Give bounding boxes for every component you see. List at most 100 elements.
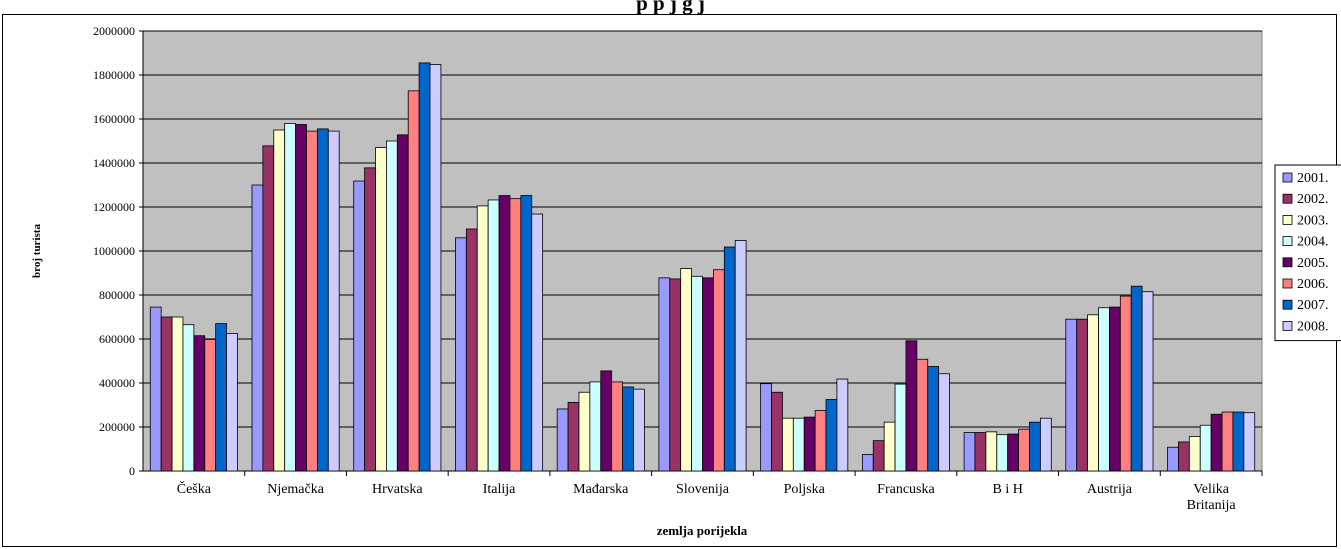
x-tick-label: Hrvatska xyxy=(372,482,423,497)
bar xyxy=(938,373,950,472)
x-tick-label: Poljska xyxy=(784,482,826,497)
bar xyxy=(1098,307,1110,472)
y-tick-label: 800000 xyxy=(99,288,135,302)
y-tick-label: 1600000 xyxy=(93,112,135,126)
bar xyxy=(160,316,173,472)
legend-label: 2007. xyxy=(1297,298,1329,313)
bar xyxy=(375,147,387,472)
bar xyxy=(782,417,794,472)
bar xyxy=(814,410,827,472)
bar xyxy=(327,130,340,472)
bar xyxy=(658,277,671,472)
legend-label: 2003. xyxy=(1297,213,1329,228)
x-tick-label-line: Slovenija xyxy=(676,482,730,497)
bar xyxy=(306,130,318,472)
bar xyxy=(1119,295,1132,472)
x-axis-label: zemlja porijekla xyxy=(657,523,748,538)
chart-title: p p j g j xyxy=(636,0,705,15)
bar xyxy=(803,416,816,472)
bar xyxy=(1018,428,1030,472)
x-tick-label-line: Britanija xyxy=(1187,498,1237,513)
bar xyxy=(985,431,998,472)
bar xyxy=(487,199,500,472)
bar xyxy=(316,128,329,472)
legend-swatch xyxy=(1282,278,1293,289)
bar xyxy=(531,213,544,472)
bar xyxy=(1109,306,1121,472)
bar xyxy=(792,417,805,472)
bar xyxy=(1065,318,1078,472)
bar xyxy=(1188,436,1201,472)
legend-swatch xyxy=(1282,257,1293,268)
legend-swatch xyxy=(1282,320,1293,331)
bar xyxy=(1232,411,1245,472)
bar xyxy=(622,386,634,472)
bar xyxy=(633,388,645,472)
bar xyxy=(1167,446,1179,472)
bar xyxy=(520,195,533,472)
bar xyxy=(589,381,602,472)
bar xyxy=(771,391,783,472)
x-tick-label-line: B i H xyxy=(993,482,1023,497)
bar xyxy=(193,335,206,472)
bar xyxy=(364,167,376,472)
legend-label: 2008. xyxy=(1297,319,1329,334)
legend-label: 2002. xyxy=(1297,192,1329,207)
bar xyxy=(262,145,275,472)
bar xyxy=(386,140,398,472)
bar xyxy=(498,195,511,472)
bar xyxy=(556,408,569,472)
bar xyxy=(927,366,940,472)
x-tick-label: Slovenija xyxy=(676,482,730,497)
legend-swatch xyxy=(1282,193,1293,204)
bar xyxy=(883,421,896,472)
y-axis-label: broj turista xyxy=(31,224,43,278)
bar xyxy=(1007,433,1019,472)
y-tick-label: 0 xyxy=(129,464,135,478)
bar xyxy=(836,378,849,472)
x-tick-label-line: Njemačka xyxy=(267,482,325,497)
x-tick-label-line: Austrija xyxy=(1087,482,1133,497)
bar xyxy=(226,333,238,472)
legend-swatch xyxy=(1282,172,1293,183)
bar xyxy=(149,306,162,472)
bar xyxy=(963,432,976,472)
y-tick-label: 400000 xyxy=(99,376,135,390)
x-tick-label: Njemačka xyxy=(267,482,325,497)
x-tick-label-line: Italija xyxy=(483,482,516,497)
bar xyxy=(916,358,929,472)
bar xyxy=(1029,421,1041,472)
x-tick-label: Češka xyxy=(177,480,212,497)
bar xyxy=(702,277,714,472)
x-tick-label-line: Hrvatska xyxy=(372,482,423,497)
bar xyxy=(1199,424,1212,472)
bar xyxy=(465,228,478,472)
bar xyxy=(204,339,217,472)
bar xyxy=(1130,285,1143,472)
bar xyxy=(974,432,987,472)
bar xyxy=(1087,314,1099,472)
bar xyxy=(669,278,682,472)
x-tick-label-line: Francuska xyxy=(877,482,935,497)
x-tick-label: B i H xyxy=(993,482,1023,497)
bar xyxy=(905,340,918,472)
bar xyxy=(611,381,623,472)
bar xyxy=(182,324,195,472)
bar xyxy=(760,383,772,472)
bar xyxy=(418,62,431,472)
x-tick-label: Francuska xyxy=(877,482,935,497)
legend-swatch xyxy=(1282,214,1293,225)
bar xyxy=(1221,411,1234,472)
x-tick-label-line: Velika xyxy=(1193,482,1230,497)
bar xyxy=(509,198,522,472)
legend-label: 2004. xyxy=(1297,235,1329,250)
bar xyxy=(861,454,874,472)
bar xyxy=(407,90,420,472)
bar xyxy=(1039,417,1052,472)
bar xyxy=(578,391,591,472)
bar xyxy=(1076,318,1089,472)
bar xyxy=(476,205,489,472)
bar xyxy=(353,180,366,472)
legend-box xyxy=(1274,164,1341,342)
